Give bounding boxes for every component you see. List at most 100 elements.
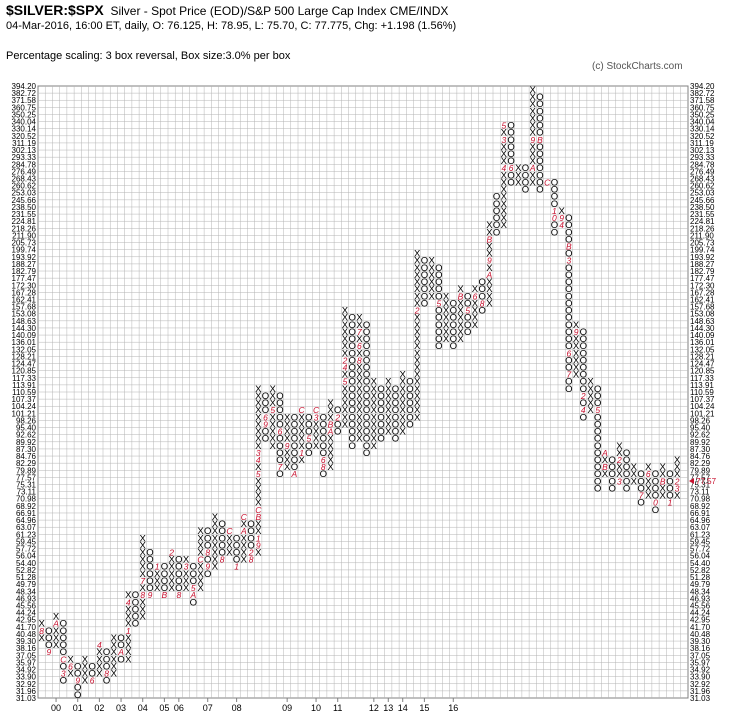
- y-tick-right: 39.30: [690, 637, 711, 646]
- o-box: O: [580, 412, 587, 423]
- y-tick-right: 268.43: [690, 175, 715, 184]
- o-box: O: [565, 291, 572, 302]
- x-box: X: [385, 427, 392, 438]
- x-box: X: [486, 249, 493, 260]
- x-box: X: [501, 220, 508, 231]
- month-marker: C: [299, 405, 306, 415]
- x-box: X: [371, 434, 378, 445]
- o-box: O: [608, 483, 615, 494]
- o-box: O: [291, 412, 298, 423]
- o-box: O: [536, 156, 543, 167]
- y-tick-right: 48.34: [690, 587, 711, 596]
- o-box: O: [608, 476, 615, 487]
- o-box: O: [146, 562, 153, 573]
- x-box: X: [255, 398, 262, 409]
- o-box: O: [132, 597, 139, 608]
- month-marker: 2: [342, 355, 348, 365]
- o-box: O: [536, 106, 543, 117]
- x-box: X: [284, 427, 291, 438]
- o-box: O: [363, 334, 370, 345]
- month-marker: 8: [220, 555, 225, 565]
- x-box: X: [298, 427, 305, 438]
- o-box: O: [175, 555, 182, 566]
- o-box: O: [594, 412, 601, 423]
- o-box: O: [565, 362, 572, 373]
- x-box: X: [587, 391, 594, 402]
- x-box: X: [82, 668, 89, 679]
- x-box: X: [616, 448, 623, 459]
- o-box: O: [320, 427, 327, 438]
- o-box: O: [565, 334, 572, 345]
- o-box: O: [348, 405, 355, 416]
- o-box: O: [103, 647, 110, 658]
- y-tick-left: 231.55: [12, 210, 37, 219]
- x-box: X: [414, 284, 421, 295]
- o-box: O: [551, 199, 558, 210]
- o-box: O: [536, 142, 543, 153]
- month-marker: 7: [639, 491, 644, 501]
- x-box: X: [298, 455, 305, 466]
- x-box: X: [212, 555, 219, 566]
- o-box: O: [233, 548, 240, 559]
- x-box: X: [486, 220, 493, 231]
- o-box: O: [435, 327, 442, 338]
- o-box: O: [594, 483, 601, 494]
- o-box: O: [421, 263, 428, 274]
- y-tick-right: 49.79: [690, 580, 711, 589]
- o-box: O: [348, 313, 355, 324]
- y-tick-right: 84.76: [690, 452, 711, 461]
- x-box: X: [255, 548, 262, 559]
- x-box: X: [255, 491, 262, 502]
- x-box: X: [385, 398, 392, 409]
- o-box: O: [565, 341, 572, 352]
- o-box: O: [652, 476, 659, 487]
- x-box: X: [645, 462, 652, 473]
- x-box: X: [573, 355, 580, 366]
- month-marker: 5: [501, 121, 506, 131]
- o-box: O: [406, 391, 413, 402]
- o-box: O: [450, 298, 457, 309]
- x-box: X: [371, 391, 378, 402]
- month-marker: 6: [321, 455, 326, 465]
- o-box: O: [406, 377, 413, 388]
- x-box: X: [342, 348, 349, 359]
- y-tick-right: 42.95: [690, 616, 711, 625]
- o-box: O: [666, 491, 673, 502]
- y-tick-right: 120.85: [690, 367, 715, 376]
- month-marker: 7: [278, 462, 283, 472]
- y-tick-left: 177.47: [12, 274, 37, 283]
- o-box: O: [623, 448, 630, 459]
- y-tick-left: 172.30: [12, 281, 37, 290]
- o-box: O: [594, 398, 601, 409]
- x-box: X: [530, 113, 537, 124]
- x-box: X: [400, 398, 407, 409]
- x-box: X: [255, 427, 262, 438]
- month-marker: 5: [306, 434, 311, 444]
- y-tick-right: 87.30: [690, 445, 711, 454]
- y-tick-right: 66.91: [690, 509, 711, 518]
- x-box: X: [385, 412, 392, 423]
- y-tick-right: 350.25: [690, 110, 715, 119]
- o-box: O: [348, 419, 355, 430]
- o-box: O: [74, 683, 81, 694]
- x-box: X: [140, 612, 147, 623]
- x-box: X: [356, 427, 363, 438]
- x-box: X: [197, 533, 204, 544]
- x-box: X: [587, 405, 594, 416]
- month-marker: 8: [321, 462, 326, 472]
- o-box: O: [522, 163, 529, 174]
- o-box: O: [218, 526, 225, 537]
- x-box: X: [140, 583, 147, 594]
- o-box: O: [536, 121, 543, 132]
- x-box: X: [111, 640, 118, 651]
- x-box: X: [327, 412, 334, 423]
